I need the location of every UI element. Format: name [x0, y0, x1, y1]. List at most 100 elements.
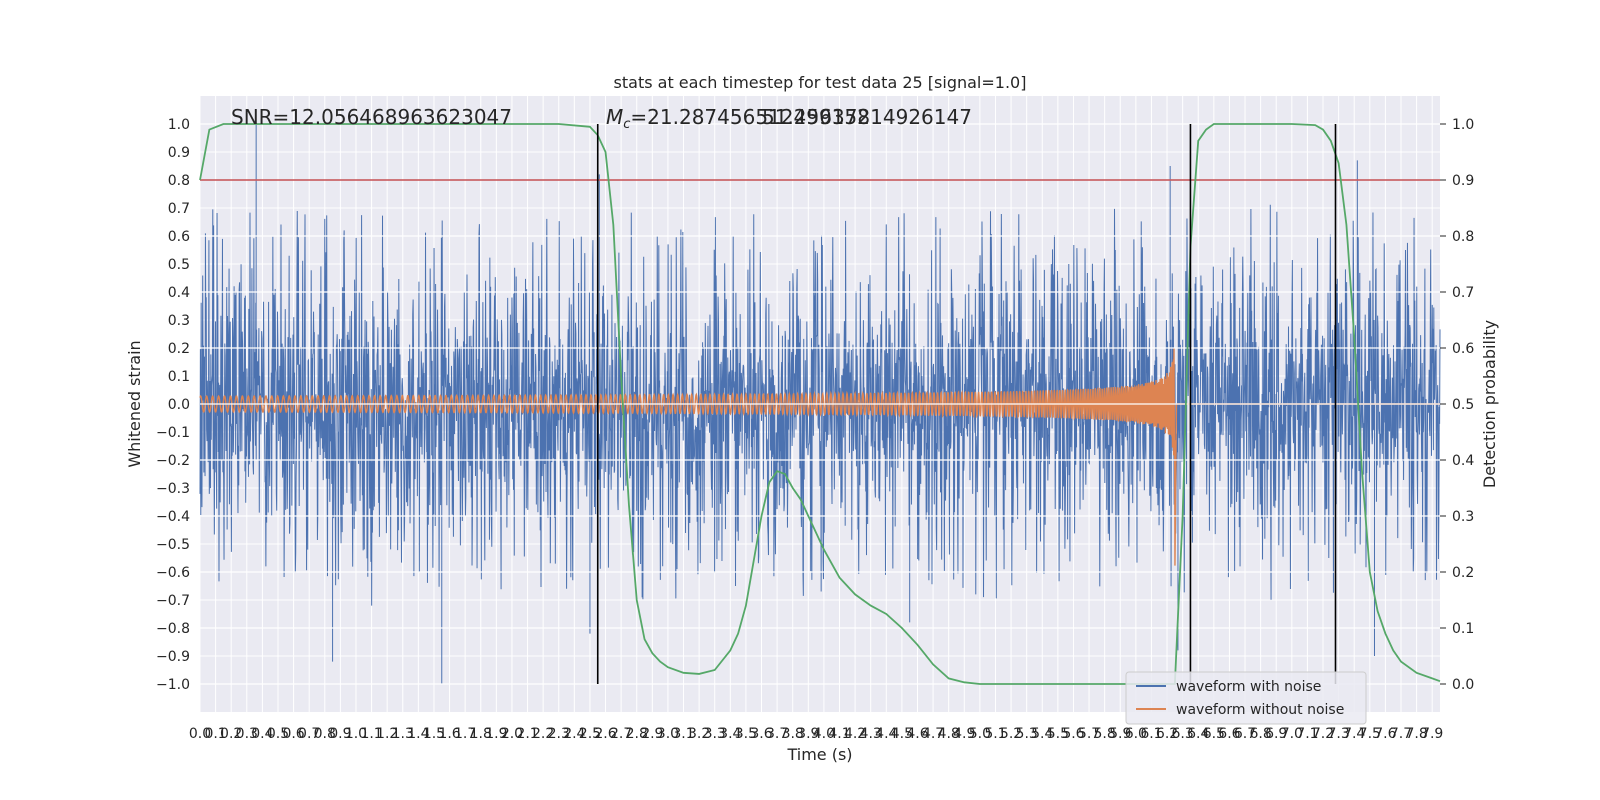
x-tick-label: 7.4	[1343, 726, 1365, 742]
x-tick-label: 6.4	[1187, 726, 1209, 742]
x-tick-label: 0.2	[220, 726, 242, 742]
x-tick-label: 2.3	[548, 726, 570, 742]
x-tick-label: 6.7	[1234, 726, 1256, 742]
x-tick-label: 0.3	[236, 726, 258, 742]
x-tick-label: 4.3	[860, 726, 882, 742]
x-tick-label: 3.8	[782, 726, 804, 742]
x-tick-label: 3.1	[672, 726, 694, 742]
y2-tick-label: 0.8	[1452, 229, 1474, 245]
y-tick-label: −0.8	[156, 621, 190, 637]
x-tick-label: 3.3	[704, 726, 726, 742]
y-tick-label: −0.2	[156, 453, 190, 469]
y-tick-label: 0.4	[168, 285, 190, 301]
x-tick-label: 4.4	[875, 726, 897, 742]
y2-ticks: 0.0 0.1 0.2 0.3 0.4 0.5 0.6 0.7 0.8 0.9 1.0	[1440, 117, 1474, 693]
y-tick-label: −0.3	[156, 481, 190, 497]
x-tick-label: 7.2	[1312, 726, 1334, 742]
y2-tick-label: 0.0	[1452, 677, 1474, 693]
x-tick-label: 3.7	[766, 726, 788, 742]
y-tick-label: −0.7	[156, 593, 190, 609]
x-tick-label: 6.0	[1125, 726, 1147, 742]
x-tick-label: 2.1	[516, 726, 538, 742]
y2-axis-label: Detection probability	[1480, 320, 1499, 488]
y-tick-label: −0.1	[156, 425, 190, 441]
mc-subscript: c	[623, 117, 630, 132]
x-tick-label: 0.1	[204, 726, 226, 742]
x-tick-label: 4.5	[891, 726, 913, 742]
x-tick-label: 0.9	[329, 726, 351, 742]
y-tick-label: −1.0	[156, 677, 190, 693]
chart-title: stats at each timestep for test data 25 …	[614, 73, 1027, 92]
legend-box	[1125, 671, 1367, 725]
y-tick-label: 0.1	[168, 369, 190, 385]
x-tick-label: 0.5	[267, 726, 289, 742]
x-tick-label: 0.6	[282, 726, 304, 742]
x-tick-label: 1.6	[438, 726, 460, 742]
x-tick-label: 7.5	[1359, 726, 1381, 742]
legend-label-noise: waveform with noise	[1176, 679, 1321, 695]
y-ticks: −1.0 −0.9 −0.8 −0.7 −0.6 −0.5 −0.4 −0.3 −0.2 −0.1…	[156, 117, 190, 693]
y-tick-label: −0.6	[156, 565, 190, 581]
x-tick-label: 1.3	[392, 726, 414, 742]
y-tick-label: 0.8	[168, 173, 190, 189]
x-tick-label: 6.9	[1265, 726, 1287, 742]
x-tick-label: 3.6	[750, 726, 772, 742]
x-tick-label: 2.7	[610, 726, 632, 742]
x-tick-label: 4.6	[906, 726, 928, 742]
x-tick-label: 1.1	[360, 726, 382, 742]
y2-tick-label: 0.2	[1452, 565, 1474, 581]
x-tick-label: 5.3	[1016, 726, 1038, 742]
x-tick-label: 7.1	[1296, 726, 1318, 742]
x-tick-label: 6.8	[1249, 726, 1271, 742]
x-tick-label: 3.4	[719, 726, 741, 742]
x-tick-label: 5.2	[1000, 726, 1022, 742]
y2-tick-label: 0.5	[1452, 397, 1474, 413]
x-tick-label: 1.9	[485, 726, 507, 742]
overlap-annotation: 51.25637814926147	[762, 105, 972, 129]
y2-tick-label: 0.3	[1452, 509, 1474, 525]
x-tick-label: 7.0	[1281, 726, 1303, 742]
y-tick-label: 0.2	[168, 341, 190, 357]
x-tick-label: 0.0	[189, 726, 211, 742]
x-tick-label: 2.0	[501, 726, 523, 742]
y-tick-label: −0.5	[156, 537, 190, 553]
x-tick-label: 1.2	[376, 726, 398, 742]
x-tick-label: 4.7	[922, 726, 944, 742]
x-tick-label: 2.8	[626, 726, 648, 742]
x-tick-label: 5.4	[1031, 726, 1053, 742]
x-tick-label: 6.1	[1140, 726, 1162, 742]
x-axis-label: Time (s)	[786, 745, 852, 764]
mc-symbol: M	[606, 105, 623, 129]
x-tick-label: 6.2	[1156, 726, 1178, 742]
x-tick-label: 2.2	[532, 726, 554, 742]
y-tick-label: 0.3	[168, 313, 190, 329]
x-tick-label: 5.9	[1109, 726, 1131, 742]
mc-value: =21.287456512499152	[630, 105, 869, 129]
x-tick-label: 0.8	[314, 726, 336, 742]
y-tick-label: 0.5	[168, 257, 190, 273]
x-tick-label: 5.6	[1062, 726, 1084, 742]
x-tick-label: 0.4	[251, 726, 273, 742]
x-tick-label: 5.5	[1047, 726, 1069, 742]
x-tick-label: 4.1	[828, 726, 850, 742]
x-tick-label: 3.9	[797, 726, 819, 742]
x-tick-label: 2.6	[594, 726, 616, 742]
y-tick-label: −0.9	[156, 649, 190, 665]
y2-tick-label: 0.9	[1452, 173, 1474, 189]
x-tick-label: 4.2	[844, 726, 866, 742]
x-tick-label: 6.5	[1203, 726, 1225, 742]
y2-tick-label: 0.6	[1452, 341, 1474, 357]
x-tick-label: 0.7	[298, 726, 320, 742]
x-tick-label: 7.7	[1390, 726, 1412, 742]
x-tick-label: 6.6	[1218, 726, 1240, 742]
x-tick-label: 5.8	[1094, 726, 1116, 742]
x-tick-label: 3.0	[657, 726, 679, 742]
y2-tick-label: 1.0	[1452, 117, 1474, 133]
snr-annotation: SNR=12.056468963623047	[231, 105, 512, 129]
x-tick-label: 5.7	[1078, 726, 1100, 742]
y-tick-label: 0.6	[168, 229, 190, 245]
y-tick-label: 0.0	[168, 397, 190, 413]
y2-tick-label: 0.4	[1452, 453, 1474, 469]
x-tick-label: 6.3	[1172, 726, 1194, 742]
